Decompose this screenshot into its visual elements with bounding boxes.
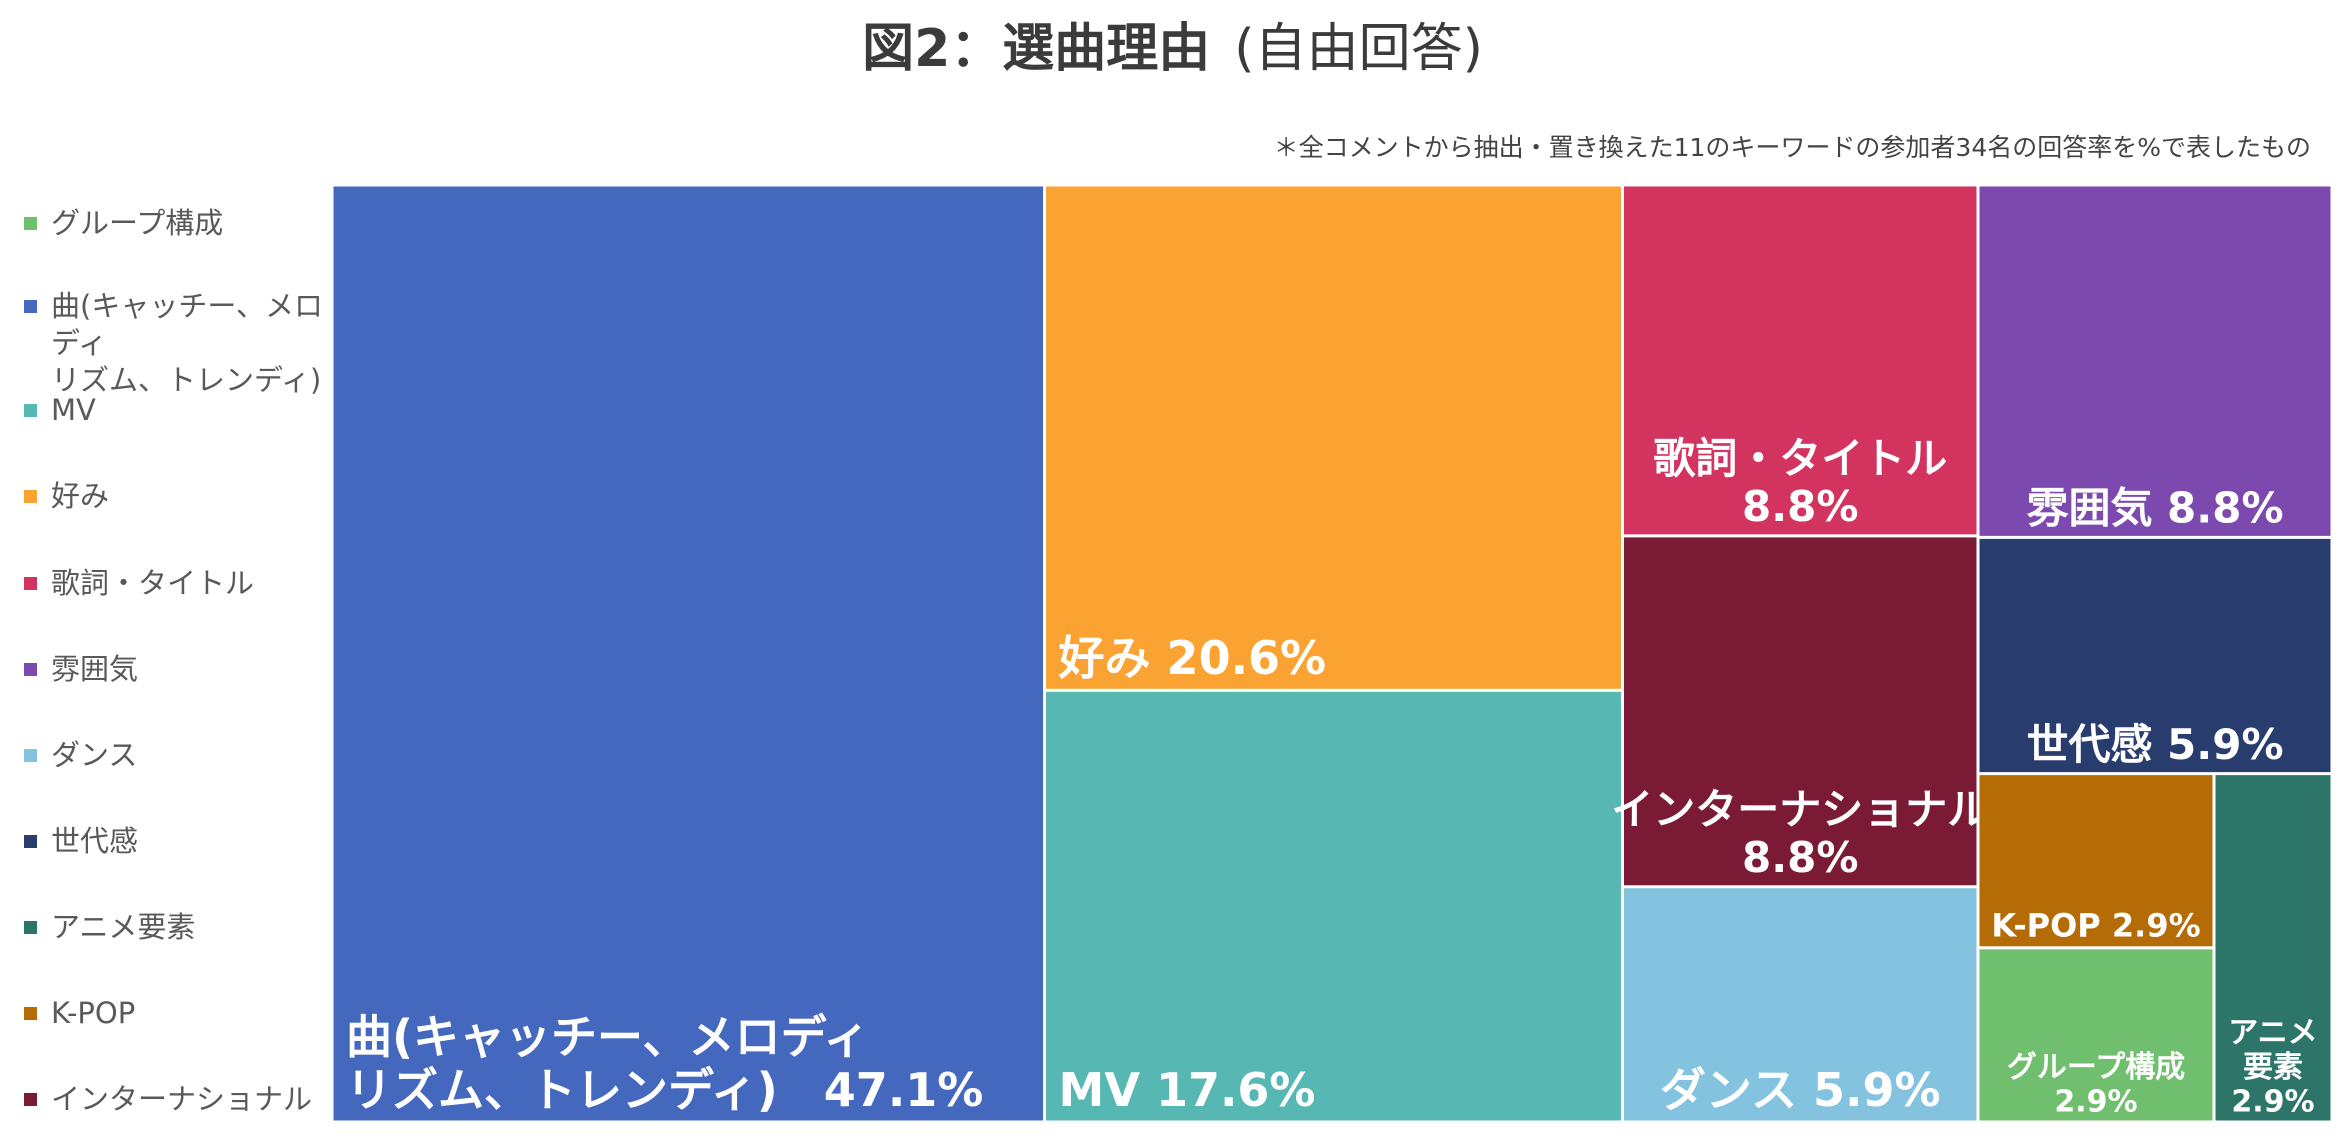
legend-label: ダンス [51, 738, 138, 772]
legend-item-group: グループ構成 [24, 205, 223, 242]
treemap-label-mv: MV 17.6% [1059, 1063, 1316, 1117]
treemap-tile-preference [1046, 186, 1621, 689]
treemap-tile-generation [1979, 538, 2331, 773]
treemap-label-preference: 好み 20.6% [1058, 631, 1327, 685]
legend-label: アニメ要素 [51, 910, 196, 944]
legend-item-dance: ダンス [24, 737, 137, 774]
treemap-label-song: 曲(キャッチー、メロディリズム、トレンディ) 47.1% [346, 1010, 983, 1117]
treemap-tile-mv [1046, 691, 1621, 1121]
legend-swatch [24, 663, 37, 676]
treemap-label-dance: ダンス 5.9% [1660, 1063, 1941, 1117]
legend-swatch [24, 1007, 37, 1020]
legend-item-international: インターナショナル [24, 1081, 312, 1118]
treemap-label-lyrics: 歌詞・タイトル 8.8% [1653, 434, 1947, 531]
legend-item-lyrics: 歌詞・タイトル [24, 565, 254, 602]
legend-swatch [24, 1093, 37, 1106]
treemap-label-generation: 世代感 5.9% [2026, 720, 2283, 769]
legend-swatch [24, 577, 37, 590]
legend-item-kpop: K-POP [24, 995, 135, 1032]
treemap-label-kpop: K-POP 2.9% [1991, 907, 2200, 945]
legend-label: インターナショナル [51, 1082, 313, 1116]
legend-label: 歌詞・タイトル [51, 566, 255, 600]
legend-item-generation: 世代感 [24, 823, 138, 860]
treemap-label-group: グループ構成 2.9% [2007, 1050, 2185, 1120]
treemap-tile-lyrics [1623, 186, 1977, 535]
legend-item-preference: 好み [24, 478, 109, 515]
legend-swatch [24, 300, 37, 313]
legend-label: MV [51, 393, 96, 427]
treemap-label-anime: アニメ要素 2.9% [2228, 1016, 2317, 1120]
treemap-label-atmosphere: 雰囲気 8.8% [2026, 484, 2283, 533]
legend-label: 好み [51, 479, 110, 513]
legend-swatch [24, 835, 37, 848]
legend-label: 雰囲気 [51, 652, 139, 686]
treemap-tile-anime [2215, 775, 2331, 1121]
legend-label: 世代感 [51, 824, 139, 858]
legend-swatch [24, 404, 37, 417]
treemap-label-international: インターナショナル 8.8% [1611, 785, 1989, 882]
legend-swatch [24, 490, 37, 503]
legend-swatch [24, 749, 37, 762]
chart-note: ＊全コメントから抽出・置き換えた11のキーワードの参加者34名の回答率を%で表し… [1273, 133, 2311, 162]
legend-label: K-POP [51, 996, 136, 1030]
legend-item-anime: アニメ要素 [24, 909, 195, 946]
treemap-tile-song [333, 186, 1044, 1121]
legend-label: 曲(キャッチー、メロディ リズム、トレンディ) [51, 289, 324, 397]
legend-swatch [24, 217, 37, 230]
treemap-tile-international [1623, 537, 1977, 886]
treemap-tile-group [1979, 949, 2213, 1121]
chart-title: 図2：選曲理由 (自由回答) [0, 14, 2345, 84]
legend-swatch [24, 921, 37, 934]
treemap-tile-atmosphere [1979, 186, 2331, 536]
chart-title-sub: (自由回答) [1234, 19, 1483, 79]
legend-item-song: 曲(キャッチー、メロディ リズム、トレンディ) [24, 288, 344, 399]
legend-item-atmosphere: 雰囲気 [24, 651, 138, 688]
legend-item-mv: MV [24, 392, 96, 429]
chart-title-main: 図2：選曲理由 [862, 19, 1211, 79]
treemap-tile-kpop [1979, 775, 2213, 947]
treemap-tile-dance [1623, 888, 1977, 1121]
legend-label: グループ構成 [51, 206, 224, 240]
